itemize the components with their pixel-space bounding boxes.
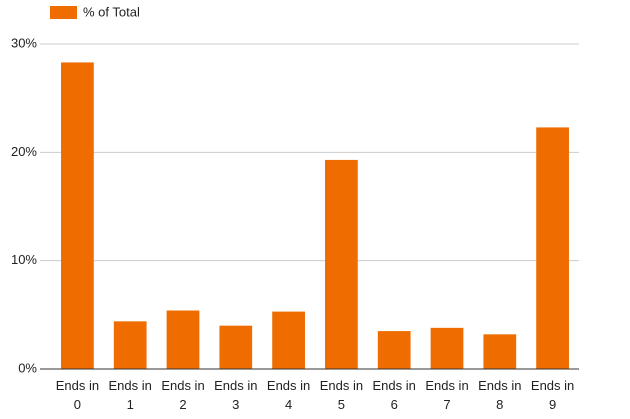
legend-swatch	[50, 6, 77, 19]
y-tick-label: 30%	[11, 35, 37, 50]
bar	[325, 159, 358, 369]
bar	[430, 327, 464, 369]
legend-label: % of Total	[83, 4, 140, 19]
x-tick-label: Ends in 3	[214, 378, 258, 412]
bar	[61, 62, 94, 370]
y-tick-label: 10%	[11, 252, 37, 267]
x-tick-label: Ends in 8	[478, 378, 522, 412]
bar	[377, 331, 411, 369]
bar	[272, 311, 305, 369]
x-tick-label: Ends in 6	[372, 378, 416, 412]
bar	[113, 321, 147, 369]
x-tick-label: Ends in 4	[266, 378, 311, 412]
y-tick-label: 0%	[18, 360, 37, 375]
y-tick-label: 20%	[11, 144, 37, 159]
x-tick-label: Ends in 5	[319, 378, 364, 412]
x-tick-label: Ends in 0	[55, 378, 100, 412]
bar	[219, 325, 253, 369]
x-tick-label: Ends in 2	[161, 378, 205, 412]
bar	[536, 127, 569, 370]
x-tick-label: Ends in 7	[425, 378, 469, 412]
x-tick-label: Ends in 1	[108, 378, 152, 412]
bar	[483, 334, 517, 369]
bar	[166, 310, 200, 369]
x-tick-label: Ends in 9	[530, 378, 575, 412]
